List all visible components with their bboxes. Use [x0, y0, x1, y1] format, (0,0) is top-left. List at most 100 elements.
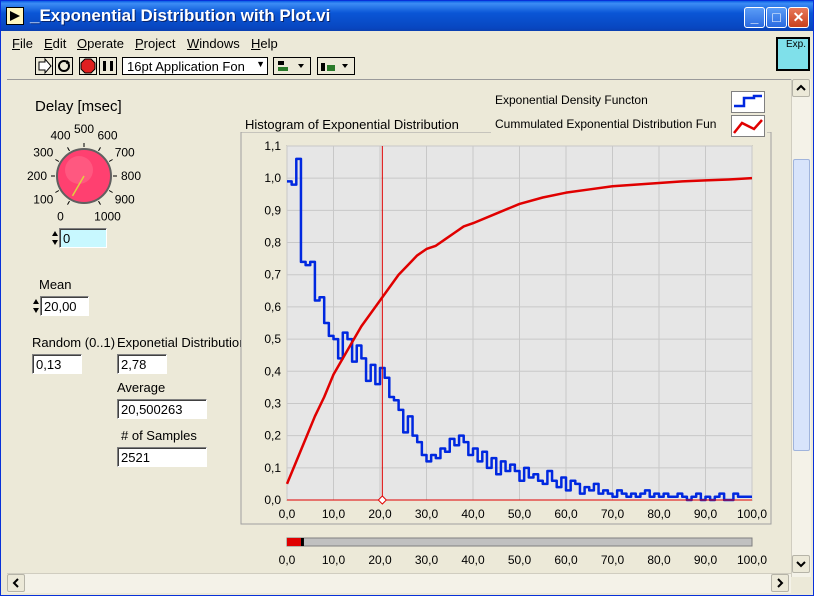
horizontal-scrollbar[interactable] — [7, 573, 791, 593]
menu-project[interactable]: Project — [135, 36, 176, 51]
x-tick-label: 70,0 — [601, 507, 625, 521]
close-button[interactable]: ✕ — [788, 7, 809, 28]
vi-icon[interactable]: Exp. — [776, 37, 810, 71]
chart-cursor-marker — [377, 495, 388, 505]
x-tick-label: 30,0 — [415, 507, 439, 521]
exp-dist-indicator: 2,78 — [117, 354, 167, 374]
scroll-up-button[interactable] — [792, 79, 810, 97]
vertical-scrollbar[interactable] — [791, 79, 811, 577]
slider-tick-label: 100,0 — [737, 553, 767, 567]
x-tick-label: 40,0 — [461, 507, 485, 521]
knob-tick — [108, 190, 113, 193]
menu-edit[interactable]: Edit — [44, 36, 67, 51]
knob-tick-label: 100 — [33, 193, 53, 207]
menu-help[interactable]: Help — [251, 36, 278, 51]
y-tick-label: 0,0 — [264, 493, 281, 507]
slider-tick-label: 40,0 — [461, 553, 485, 567]
knob-tick — [67, 147, 70, 152]
front-panel: Delay [msec] 0 100 200 300 400 500 600 700 800 90… — [7, 79, 791, 572]
exp-dist-label: Exponetial Distribution — [117, 335, 247, 350]
knob-tick — [98, 200, 101, 205]
knob-tick-label: 700 — [115, 146, 135, 160]
x-tick-label: 20,0 — [368, 507, 392, 521]
title-bar[interactable]: _Exponential Distribution with Plot.vi _… — [1, 1, 813, 31]
knob-tick — [98, 147, 101, 152]
histogram-chart[interactable]: 0,0 10,0 20,0 30,0 40,0 50,0 60,0 70,0 80,0 90,0 1… — [237, 132, 777, 572]
cumulative-series-line — [285, 176, 753, 485]
x-tick-label: 0,0 — [279, 507, 296, 521]
y-tick-label: 0,4 — [264, 364, 281, 378]
knob-tick-label: 1000 — [94, 210, 121, 224]
window-title: _Exponential Distribution with Plot.vi — [30, 6, 331, 25]
knob-tick-label: 600 — [97, 128, 117, 142]
random-indicator: 0,13 — [32, 354, 82, 374]
y-tick-label: 1,1 — [264, 139, 281, 153]
x-tick-label: 80,0 — [647, 507, 671, 521]
slider-fill — [287, 538, 301, 546]
minimize-button[interactable]: _ — [744, 7, 765, 28]
delay-knob[interactable]: 0 100 200 300 400 500 600 700 800 900 1000 — [19, 118, 149, 226]
slider-tick-label: 20,0 — [368, 553, 392, 567]
delay-spin-icon[interactable] — [52, 228, 59, 248]
legend-cumulative-label: Cummulated Exponential Distribution Fun — [495, 117, 717, 131]
y-tick-label: 0,5 — [264, 332, 281, 346]
legend-cumulative-swatch[interactable] — [731, 115, 765, 137]
knob-tick — [108, 159, 113, 162]
mean-spin-icon[interactable] — [33, 296, 40, 316]
slider-tick-label: 50,0 — [508, 553, 532, 567]
chart-title: Histogram of Exponential Distribution — [245, 117, 459, 132]
slider-tick-label: 30,0 — [415, 553, 439, 567]
menu-operate[interactable]: Operate — [77, 36, 124, 51]
slider-tick-label: 70,0 — [601, 553, 625, 567]
delay-input[interactable]: 0 — [59, 228, 107, 248]
y-tick-label: 0,1 — [264, 461, 281, 475]
menu-windows[interactable]: Windows — [187, 36, 240, 51]
abort-icon[interactable] — [79, 57, 97, 75]
font-selector-label: 16pt Application Fon — [127, 59, 245, 74]
x-tick-label: 90,0 — [694, 507, 718, 521]
random-label: Random (0..1) — [32, 335, 116, 350]
knob-pointer — [71, 175, 85, 197]
slider-tick-label: 60,0 — [554, 553, 578, 567]
average-indicator: 20,500263 — [117, 399, 207, 419]
plot-legend[interactable]: Exponential Density Functon Cummulated E… — [491, 89, 767, 139]
delay-label: Delay [msec] — [35, 98, 122, 115]
slider-thumb — [300, 538, 304, 546]
slider-tick-label: 90,0 — [694, 553, 718, 567]
scroll-left-button[interactable] — [7, 574, 25, 592]
menu-file[interactable]: File — [12, 36, 33, 51]
samples-label: # of Samples — [121, 428, 197, 443]
knob-tick-label: 300 — [33, 146, 53, 160]
knob-highlight — [65, 156, 93, 184]
vertical-scroll-thumb[interactable] — [793, 159, 810, 451]
mean-label: Mean — [39, 277, 72, 292]
slider-track — [286, 537, 753, 547]
y-tick-label: 0,2 — [264, 429, 281, 443]
run-arrow-icon[interactable] — [35, 57, 53, 75]
knob-tick — [67, 200, 70, 205]
samples-indicator: 2521 — [117, 447, 207, 467]
legend-density-swatch[interactable] — [731, 91, 765, 113]
labview-app-icon[interactable] — [6, 7, 24, 25]
slider-tick-label: 80,0 — [647, 553, 671, 567]
distribute-objects-dropdown[interactable] — [317, 57, 355, 75]
y-tick-label: 0,7 — [264, 268, 281, 282]
scroll-down-button[interactable] — [792, 555, 810, 573]
y-tick-label: 1,0 — [264, 171, 281, 185]
pause-icon[interactable] — [99, 57, 117, 75]
knob-tick-label: 800 — [121, 169, 141, 183]
x-tick-label: 10,0 — [322, 507, 346, 521]
mean-input[interactable]: 20,00 — [40, 296, 89, 316]
run-continuously-icon[interactable] — [55, 57, 73, 75]
knob-tick — [55, 159, 60, 162]
average-label: Average — [117, 380, 166, 395]
x-tick-label: 60,0 — [554, 507, 578, 521]
y-tick-label: 0,3 — [264, 396, 281, 410]
align-objects-dropdown[interactable] — [273, 57, 311, 75]
knob-tick-label: 200 — [27, 169, 47, 183]
maximize-button[interactable]: □ — [766, 7, 787, 28]
scroll-right-button[interactable] — [771, 574, 789, 592]
font-selector[interactable]: 16pt Application Fon ▼ — [122, 57, 268, 75]
knob-tick-label: 400 — [50, 128, 70, 142]
